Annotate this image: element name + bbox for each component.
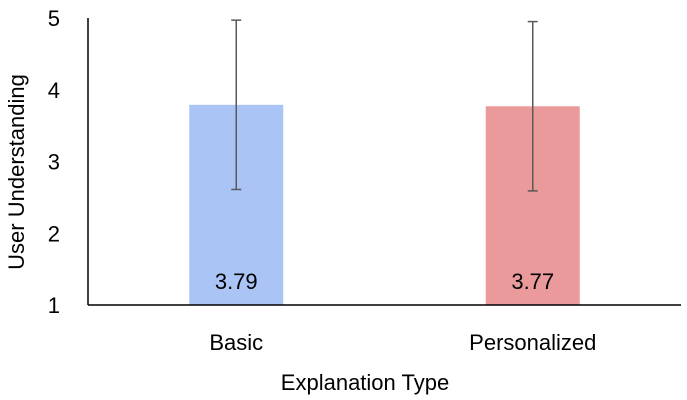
y-tick-label-4: 4 [48, 78, 60, 103]
x-tick-label-basic: Basic [209, 330, 263, 355]
y-tick-label-3: 3 [48, 150, 60, 175]
x-tick-labels: Basic Personalized [209, 330, 596, 355]
x-tick-label-personalized: Personalized [469, 330, 596, 355]
x-axis-title: Explanation Type [281, 370, 449, 395]
y-tick-label-5: 5 [48, 6, 60, 31]
y-tick-label-2: 2 [48, 221, 60, 246]
axes-group [87, 18, 681, 306]
data-label-personalized: 3.77 [511, 269, 554, 294]
error-bars-group [231, 19, 538, 192]
data-labels-group: 3.79 3.77 [215, 269, 554, 294]
y-axis-title: User Understanding [4, 74, 29, 270]
y-tick-labels: 1 2 3 4 5 [48, 6, 60, 318]
data-label-basic: 3.79 [215, 269, 258, 294]
y-tick-label-1: 1 [48, 293, 60, 318]
